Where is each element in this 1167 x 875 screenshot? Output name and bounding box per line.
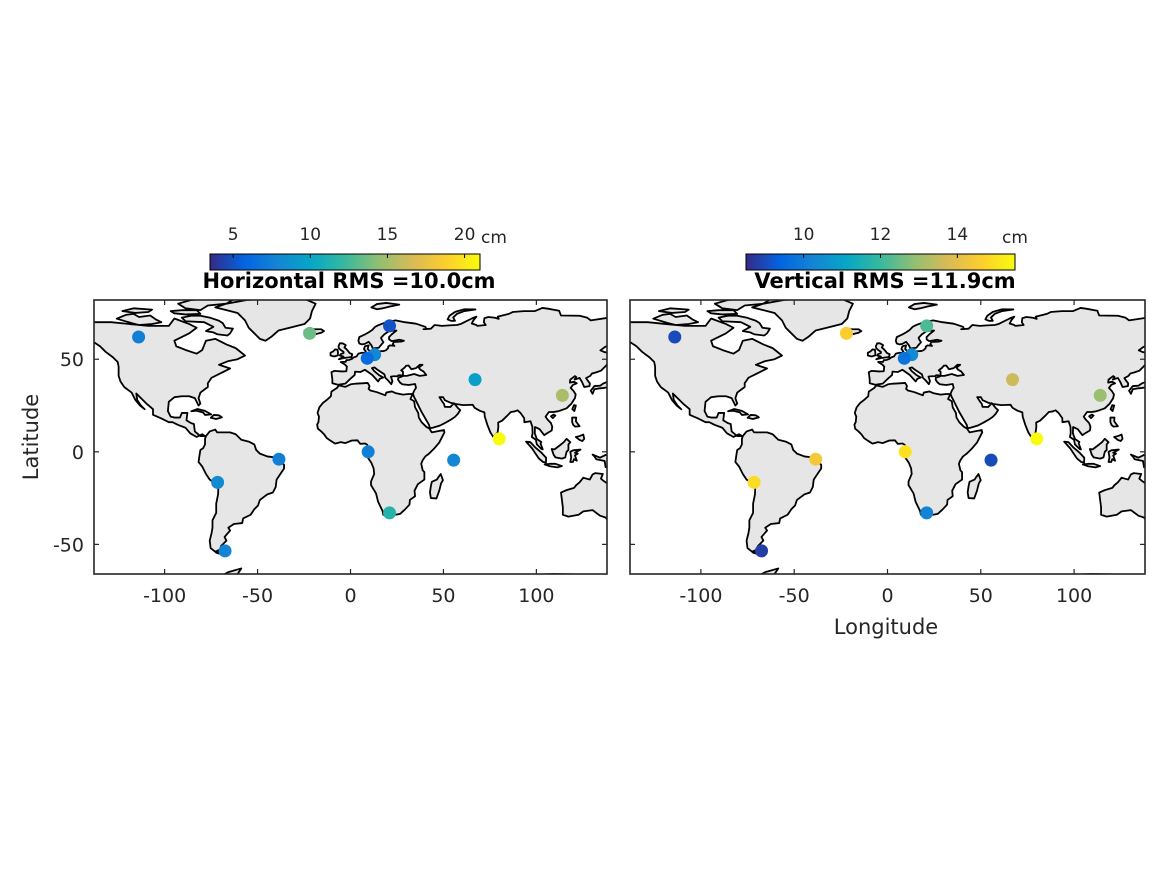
panel-horizontal: 5 10 15 20 cm Horizontal RMS =10.0cm -100 -5…: [19, 225, 608, 607]
station-point: [132, 330, 146, 344]
x-tick-label: -50: [242, 585, 273, 607]
y-tick-label: -50: [53, 534, 84, 556]
colorbar-tick-label: 12: [870, 225, 892, 245]
station-point: [809, 452, 823, 466]
station-point: [1030, 432, 1044, 446]
station-point: [1006, 373, 1020, 387]
y-tick-label: 50: [60, 349, 84, 371]
chart-title-vertical: Vertical RMS =11.9cm: [754, 269, 1015, 293]
station-point: [839, 326, 853, 340]
x-tick-label: -100: [143, 585, 186, 607]
y-axis-label: Latitude: [19, 394, 43, 480]
x-tick-label: 100: [1056, 585, 1092, 607]
chart-title-horizontal: Horizontal RMS =10.0cm: [202, 269, 495, 293]
station-point: [555, 388, 569, 402]
station-point: [920, 319, 934, 333]
station-point: [898, 445, 912, 459]
station-point: [211, 475, 225, 489]
station-point: [668, 330, 682, 344]
station-point: [360, 351, 374, 365]
x-tick-label: 0: [881, 585, 893, 607]
colorbar-tick-label: 5: [228, 225, 239, 245]
x-axis-label: Longitude: [834, 615, 938, 639]
station-point: [468, 373, 482, 387]
station-point: [218, 544, 232, 558]
station-point: [303, 326, 317, 340]
x-tick-label: -50: [779, 585, 810, 607]
station-point: [920, 506, 934, 520]
colorbar-tick-label: 20: [454, 225, 476, 245]
colorbar-horizontal: 5 10 15 20 cm: [209, 225, 507, 271]
colorbar-vertical: 10 12 14 cm: [745, 225, 1028, 271]
station-point: [1093, 388, 1107, 402]
station-point: [897, 351, 911, 365]
y-tick-label: 0: [72, 442, 84, 464]
colorbar-tick-label: 10: [793, 225, 815, 245]
station-point: [984, 453, 998, 467]
colorbar-unit: cm: [481, 228, 507, 248]
station-point: [447, 453, 461, 467]
colorbar-tick-label: 15: [377, 225, 399, 245]
station-point: [747, 475, 761, 489]
map-horizontal: [94, 300, 607, 574]
x-tick-label: 50: [431, 585, 455, 607]
station-point: [492, 432, 506, 446]
colorbar-gradient: [209, 253, 481, 271]
colorbar-tick-label: 10: [299, 225, 321, 245]
station-point: [383, 506, 397, 520]
x-tick-label: -100: [679, 585, 722, 607]
panel-vertical: 10 12 14 cm Vertical RMS =11.9cm -100 -50 0 5…: [629, 225, 1146, 639]
colorbar-tick-label: 14: [947, 225, 969, 245]
station-point: [383, 319, 397, 333]
map-vertical: [630, 300, 1145, 574]
station-point: [755, 544, 769, 558]
colorbar-unit: cm: [1002, 228, 1028, 248]
x-tick-label: 50: [969, 585, 993, 607]
x-tick-label: 0: [344, 585, 356, 607]
station-point: [272, 452, 286, 466]
x-tick-label: 100: [518, 585, 554, 607]
station-point: [361, 445, 375, 459]
